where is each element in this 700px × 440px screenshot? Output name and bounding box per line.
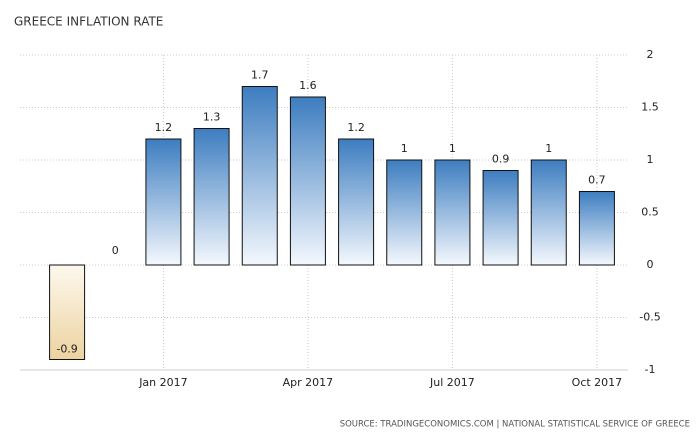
value-label: 0.9 — [492, 153, 510, 166]
value-label: 1.2 — [155, 121, 173, 134]
x-tick-label: Oct 2017 — [572, 376, 623, 389]
y-tick-label: 1.5 — [641, 101, 659, 114]
bar — [434, 159, 471, 266]
chart-title: GREECE INFLATION RATE — [14, 15, 163, 29]
bar — [289, 96, 326, 266]
x-tick-label: Jul 2017 — [429, 376, 475, 389]
bar — [482, 170, 519, 266]
value-label: 0 — [112, 244, 119, 257]
y-tick-label: 0.5 — [641, 206, 659, 219]
value-label: 0.7 — [588, 174, 606, 187]
value-label: 1 — [545, 142, 552, 155]
x-tick-label: Apr 2017 — [283, 376, 334, 389]
bar — [530, 159, 567, 266]
y-tick-label: 1 — [647, 153, 654, 166]
bar — [49, 264, 86, 360]
bar — [338, 138, 375, 266]
y-tick-label: -0.5 — [639, 311, 660, 324]
bar — [386, 159, 423, 266]
bar — [145, 138, 182, 266]
value-label: 1.6 — [299, 79, 317, 92]
value-label: 1 — [401, 142, 408, 155]
y-tick-label: 0 — [647, 258, 654, 271]
bar — [241, 86, 278, 266]
x-tick-label: Jan 2017 — [138, 376, 187, 389]
value-label: 1.2 — [347, 121, 365, 134]
y-tick-label: -1 — [645, 363, 656, 376]
value-label: -0.9 — [56, 343, 77, 356]
value-label: 1.3 — [203, 111, 221, 124]
y-tick-label: 2 — [647, 48, 654, 61]
bar — [578, 191, 615, 266]
value-label: 1.7 — [251, 69, 269, 82]
source-note: SOURCE: TRADINGECONOMICS.COM | NATIONAL … — [340, 420, 690, 430]
value-label: 1 — [449, 142, 456, 155]
bar — [193, 128, 230, 266]
